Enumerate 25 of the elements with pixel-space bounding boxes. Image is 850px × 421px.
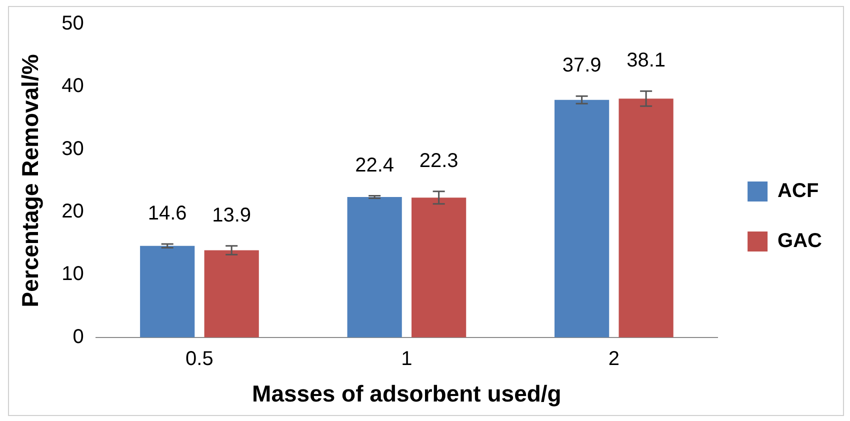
x-tick-label: 0.5 [186, 348, 214, 370]
data-label: 13.9 [212, 204, 252, 226]
data-label: 22.4 [355, 154, 394, 176]
bar [412, 198, 466, 338]
y-tick-label: 10 [62, 263, 84, 286]
y-tick-label: 40 [62, 75, 84, 98]
x-axis-title: Masses of adsorbent used/g [252, 380, 562, 407]
bar [140, 246, 195, 338]
y-axis-title: Percentage Removal/% [17, 54, 44, 308]
data-label: 38.1 [626, 50, 666, 72]
y-tick-label: 20 [62, 200, 84, 223]
y-tick-label: 30 [62, 138, 84, 160]
data-label: 14.6 [148, 202, 187, 225]
bar [618, 98, 674, 338]
data-label: 22.3 [419, 150, 458, 172]
bar [554, 100, 610, 338]
bar [204, 250, 259, 338]
y-tick-label: 0 [72, 326, 84, 348]
legend-label: GAC [778, 230, 822, 252]
y-tick-label: 50 [62, 12, 84, 35]
x-tick-label: 2 [608, 348, 620, 370]
legend-label: ACF [778, 180, 819, 202]
x-tick-label: 1 [401, 348, 412, 370]
data-label: 37.9 [562, 54, 602, 77]
bar [347, 196, 402, 338]
